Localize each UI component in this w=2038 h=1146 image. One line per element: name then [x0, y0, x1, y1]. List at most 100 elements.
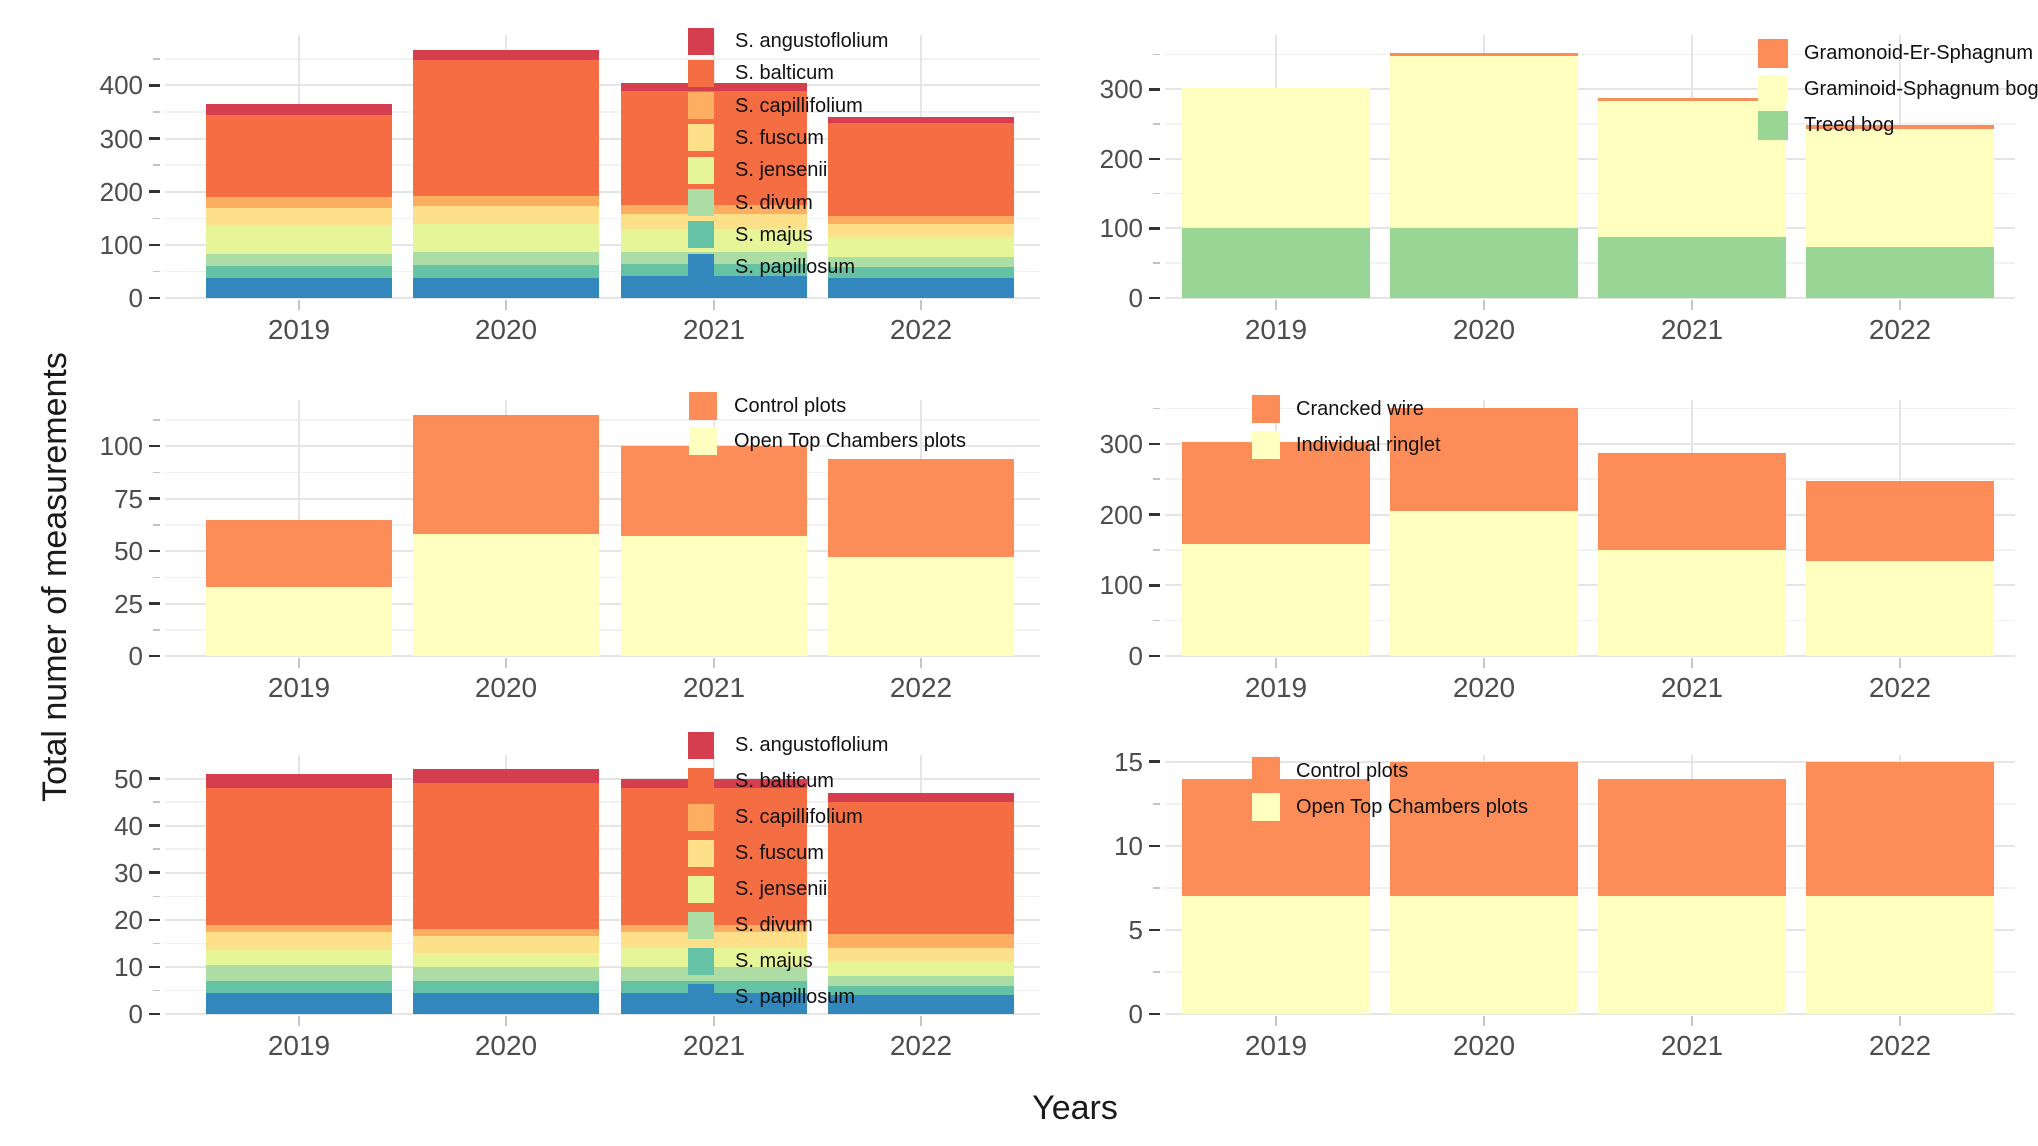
bar-segment-s-divum — [621, 252, 807, 264]
bar-segment-treed-bog — [1806, 247, 1994, 298]
bar-segment-individual-ringlet — [1390, 511, 1578, 656]
legend-label: S. fuscum — [735, 842, 824, 864]
y-minor-tick-mark — [153, 576, 160, 579]
x-tick-label: 2022 — [889, 1030, 953, 1061]
x-tick-label: 2021 — [682, 314, 746, 345]
legend-label: S. balticum — [735, 770, 834, 792]
y-minor-tick-mark — [153, 801, 160, 803]
legend-swatch — [1252, 793, 1280, 821]
x-tick-mark — [920, 300, 922, 310]
x-tick-label: 2022 — [1868, 314, 1932, 345]
y-minor-tick-mark — [1153, 887, 1160, 889]
y-tick-mark — [149, 602, 160, 605]
gridline-minor — [1165, 262, 2015, 264]
y-tick-mark — [149, 549, 160, 553]
gridline-minor — [1165, 971, 2015, 973]
x-tick-label: 2021 — [1660, 1030, 1724, 1061]
y-tick-mark — [149, 777, 160, 780]
y-minor-tick-mark — [153, 895, 160, 898]
bar-segment-s-capillifolium — [621, 205, 807, 215]
legend-swatch — [688, 731, 714, 759]
x-tick-mark — [298, 300, 300, 310]
y-tick-mark — [1149, 513, 1160, 516]
y-tick-mark — [149, 654, 160, 658]
y-minor-tick-mark — [153, 217, 160, 220]
bar-segment-s-jensenii — [206, 950, 392, 965]
gridline-major — [165, 777, 1040, 780]
x-tick-label: 2021 — [1660, 314, 1724, 345]
gridline-minor — [165, 164, 1040, 166]
gridline-major — [165, 602, 1040, 605]
y-minor-tick-mark — [153, 848, 160, 850]
bar-segment-s-capillifolium — [206, 197, 392, 208]
bar-segment-graminoid-sphagnum-bog — [1806, 128, 1994, 248]
gridline-major — [165, 655, 1040, 657]
bar-segment-s-angustoflolium — [621, 82, 807, 91]
y-tick-label: 0 — [128, 283, 143, 313]
y-tick-mark — [149, 444, 160, 448]
y-tick-label: 20 — [114, 904, 143, 935]
x-tick-mark — [1899, 300, 1901, 310]
bar-segment-open-top-chambers-plots — [413, 534, 599, 656]
gridline-major — [165, 84, 1040, 87]
bar-segment-s-jensenii — [206, 226, 392, 255]
bar-segment-s-fuscum — [828, 223, 1014, 237]
y-tick-mark — [1149, 442, 1160, 446]
y-tick-label: 0 — [128, 999, 143, 1029]
bar-segment-gramonoid-er-sphagnum-bog — [1806, 125, 1994, 129]
legend-swatch — [688, 253, 714, 281]
gridline-major — [1165, 157, 2015, 160]
y-minor-tick-mark — [1153, 619, 1160, 622]
x-tick-label: 2021 — [682, 1030, 746, 1061]
x-tick-mark — [1899, 658, 1901, 668]
gridline-minor — [165, 419, 1040, 421]
x-tick-label: 2019 — [267, 1030, 331, 1061]
legend-swatch — [688, 156, 714, 184]
y-tick-mark — [149, 918, 160, 922]
legend-swatch — [688, 767, 714, 795]
y-minor-tick-mark — [153, 629, 160, 631]
bar-segment-s-papillosum — [621, 275, 807, 298]
legend-swatch — [688, 92, 714, 120]
bar-segment-s-majus — [413, 981, 599, 993]
legend-label: Control plots — [1296, 760, 1409, 782]
x-tick-mark — [1691, 1016, 1693, 1026]
legend-swatch — [688, 803, 714, 831]
x-tick-mark — [1691, 300, 1693, 310]
x-tick-label: 2019 — [1244, 1030, 1308, 1061]
bar-segment-s-majus — [206, 266, 392, 278]
legend-label: S. divum — [735, 191, 813, 214]
x-axis-title: Years — [1032, 1089, 1118, 1127]
y-tick-label: 15 — [1114, 746, 1143, 777]
bar-segment-s-papillosum — [828, 277, 1014, 298]
gridline-minor — [165, 848, 1040, 850]
x-tick-label: 2020 — [474, 314, 538, 345]
y-minor-tick-mark — [153, 471, 160, 474]
bar-segment-s-majus — [828, 267, 1014, 278]
bar-segment-individual-ringlet — [1806, 560, 1994, 656]
y-minor-tick-mark — [153, 270, 160, 273]
y-minor-tick-mark — [1153, 971, 1160, 973]
bar-segment-open-top-chambers-plots — [1598, 896, 1786, 1014]
x-tick-mark — [713, 300, 715, 310]
legend-label: S. majus — [735, 950, 813, 972]
bar-segment-s-angustoflolium — [828, 792, 1014, 803]
x-tick-mark — [713, 1016, 715, 1026]
y-minor-tick-mark — [153, 524, 160, 526]
gridline-major — [165, 824, 1040, 827]
y-tick-label: 300 — [99, 123, 143, 154]
gridline-major — [165, 297, 1040, 299]
y-minor-tick-mark — [1153, 478, 1160, 480]
bar-segment-treed-bog — [1598, 236, 1786, 298]
legend-label: Open Top Chambers plots — [734, 430, 966, 452]
bar-segment-s-divum — [413, 966, 599, 982]
bar-segment-s-jensenii — [621, 948, 807, 967]
legend-label: S. angustoflolium — [735, 30, 889, 52]
x-tick-mark — [1483, 1016, 1485, 1026]
bar-segment-s-papillosum — [206, 277, 392, 298]
bar-segment-s-capillifolium — [828, 933, 1014, 949]
x-tick-mark — [920, 1016, 922, 1026]
y-tick-label: 75 — [114, 483, 143, 514]
